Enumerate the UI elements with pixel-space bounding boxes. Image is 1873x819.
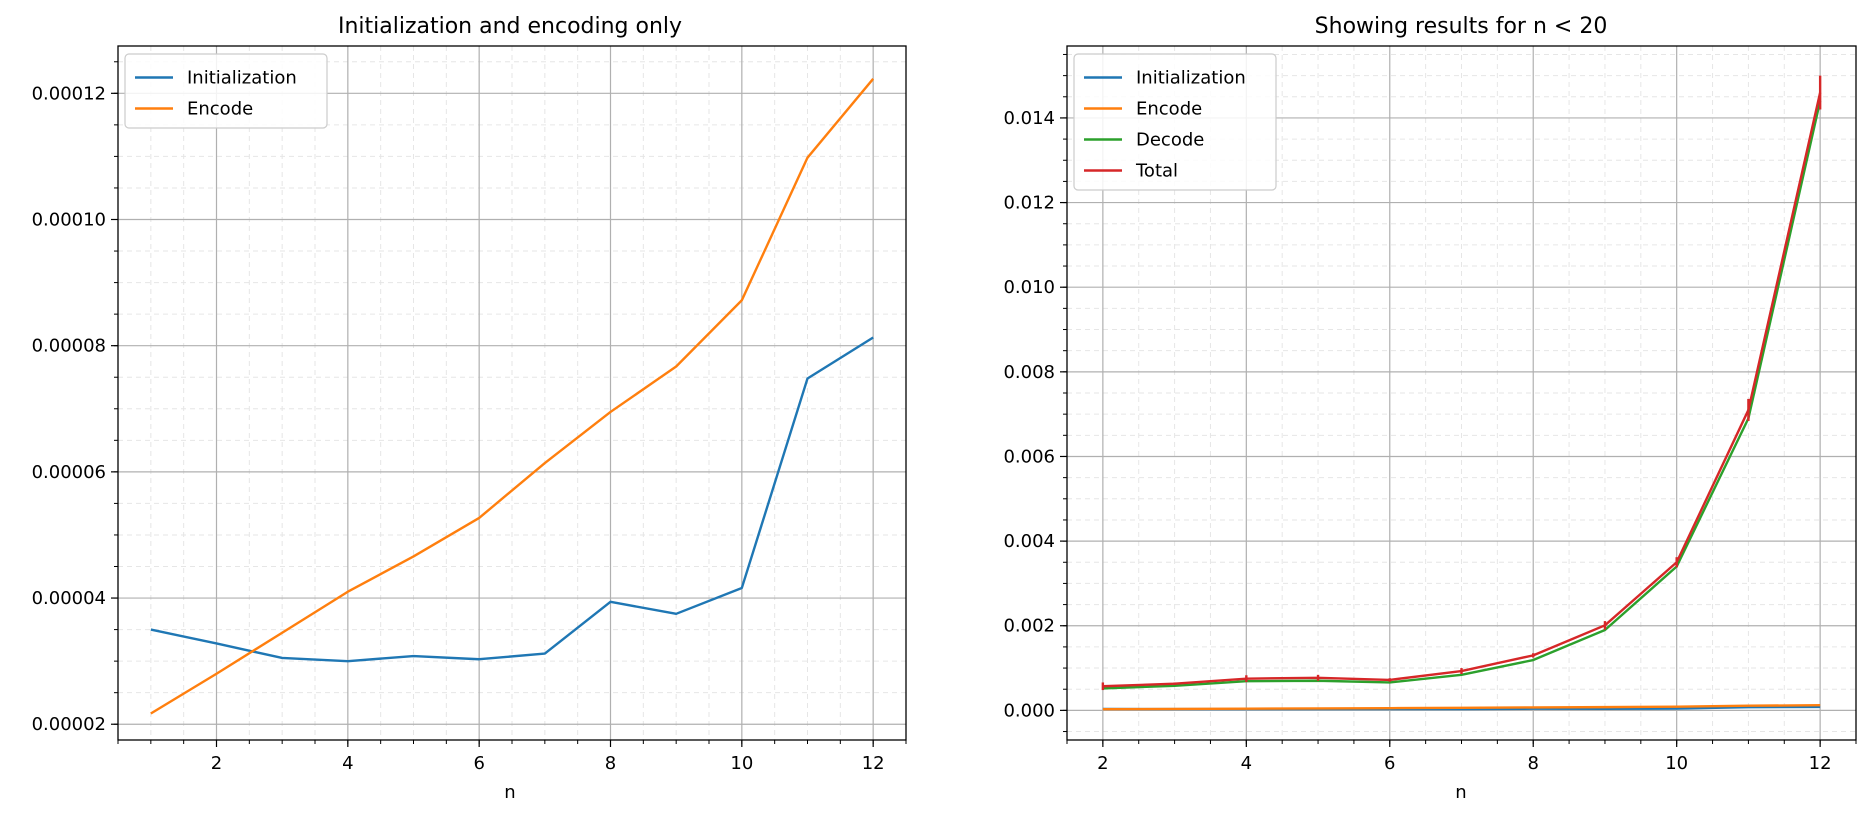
- legend-box: [124, 53, 328, 129]
- y-axis: 0.00002 0.00004 0.00006 0.00008 0.00010 0.000…: [32, 61, 118, 735]
- y-tick-label: 0.00004: [32, 588, 106, 609]
- y-tick-label: 0.00012: [32, 83, 106, 104]
- series-line-encode: [1102, 704, 1821, 711]
- x-tick-label: 10: [1665, 753, 1688, 774]
- y-tick-label: 0.010: [1003, 277, 1055, 298]
- x-tick-label: 10: [730, 753, 753, 774]
- x-tick-label: 12: [1809, 753, 1832, 774]
- y-tick-label: 0.00006: [32, 462, 106, 483]
- x-tick-label: 8: [605, 753, 616, 774]
- series-line-decode: [1102, 100, 1822, 690]
- series-line-encode: [150, 78, 875, 715]
- legend-label-initialization: Initialization: [187, 68, 297, 89]
- x-tick-label: 4: [342, 753, 353, 774]
- x-axis-label: n: [1455, 782, 1466, 803]
- y-tick-label: 0.000: [1003, 700, 1055, 721]
- series-group: [150, 78, 875, 715]
- legend: Initialization Encode: [124, 53, 328, 129]
- chart-title: Showing results for n < 20: [1315, 14, 1608, 39]
- y-tick-label: 0.00002: [32, 714, 106, 735]
- series-group: [1101, 75, 1822, 711]
- x-tick-label: 2: [1097, 753, 1108, 774]
- grid: [117, 46, 907, 740]
- y-tick-label: 0.002: [1003, 616, 1055, 637]
- x-tick-label: 6: [473, 753, 484, 774]
- chart-results-n-lt-20: 2 4 6 8 10 120.0000.0020.0040.0060.0080.0100.…: [1003, 14, 1857, 803]
- legend-label-encode: Encode: [1136, 99, 1202, 120]
- y-tick-label: 0.006: [1003, 446, 1055, 467]
- series-line-initialization: [150, 336, 874, 663]
- legend-label-decode: Decode: [1136, 130, 1204, 151]
- legend-box: [1073, 53, 1277, 191]
- legend-label-initialization: Initialization: [1136, 68, 1246, 89]
- x-tick-label: 4: [1241, 753, 1252, 774]
- y-tick-label: 0.00010: [32, 210, 106, 231]
- legend-label-total: Total: [1135, 161, 1178, 182]
- chart-title: Initialization and encoding only: [338, 14, 682, 39]
- y-tick-label: 0.012: [1003, 193, 1055, 214]
- x-axis: 2 4 6 8 10 12: [117, 740, 907, 774]
- chart-initialization-encoding: 2 4 6 8 10 120.000020.000040.000060.000080.00…: [32, 14, 907, 803]
- x-tick-label: 6: [1384, 753, 1395, 774]
- legend-label-encode: Encode: [187, 99, 253, 120]
- y-tick-label: 0.004: [1003, 531, 1055, 552]
- x-tick-label: 8: [1528, 753, 1539, 774]
- x-axis: 2 4 6 8 10 12: [1066, 740, 1857, 774]
- x-tick-label: 2: [211, 753, 222, 774]
- y-tick-label: 0.014: [1003, 108, 1055, 129]
- y-tick-label: 0.008: [1003, 362, 1055, 383]
- x-axis-label: n: [504, 782, 515, 803]
- legend: Initialization Encode Decode Total: [1073, 53, 1277, 191]
- y-axis: 0.000 0.002 0.004 0.006 0.008 0.010 0.012 0.014: [1003, 53, 1067, 733]
- x-tick-label: 12: [862, 753, 885, 774]
- y-tick-label: 0.00008: [32, 336, 106, 357]
